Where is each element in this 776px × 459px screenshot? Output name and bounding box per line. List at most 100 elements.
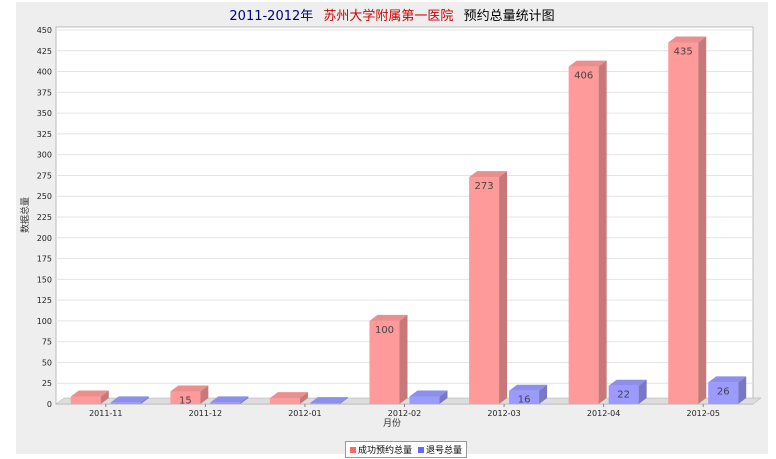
bar-front: [309, 403, 340, 404]
bar-top: [708, 376, 747, 383]
bar: [210, 396, 249, 404]
title-years: 2011-2012年: [229, 9, 313, 24]
legend: 成功预约总量 退号总量: [345, 441, 468, 458]
bar-top: [170, 385, 209, 392]
y-tick-label: 275: [37, 171, 52, 180]
bar-chart: 2011-2012年 苏州大学附属第一医院 预约总量统计图 0 25 50 75 100…: [19, 8, 762, 429]
bar-top: [668, 36, 707, 43]
y-tick-label: 100: [37, 317, 52, 326]
bar-top: [608, 379, 647, 386]
y-tick-label: 75: [42, 338, 52, 347]
y-tick-label: 325: [37, 130, 52, 139]
bar-front: [110, 402, 141, 404]
legend-label-success: 成功预约总量: [358, 446, 413, 456]
chart-title: 2011-2012年 苏州大学附属第一医院 预约总量统计图: [229, 8, 554, 24]
data-label: 15: [179, 396, 192, 407]
x-tick-label: 2011-12: [189, 409, 222, 418]
bar-side: [399, 314, 408, 404]
y-tick-label: 225: [37, 213, 52, 222]
bar-front: [568, 66, 599, 405]
bar: [369, 314, 408, 404]
y-axis-label: 数据总量: [19, 197, 31, 233]
bar-side: [140, 396, 149, 404]
title-suffix: 预约总量统计图: [464, 9, 555, 24]
bar: [70, 390, 109, 404]
chart-frame: 2011-2012年 苏州大学附属第一医院 预约总量统计图 0 25 50 75 100…: [16, 2, 768, 458]
y-tick-label: 375: [37, 88, 52, 97]
legend-item-cancel: 退号总量: [418, 443, 462, 456]
legend-item-success: 成功预约总量: [350, 443, 412, 456]
data-label: 100: [375, 325, 394, 336]
bar: [110, 396, 149, 404]
data-label: 22: [617, 390, 630, 401]
bar: [469, 171, 508, 404]
bar-front: [708, 382, 739, 404]
bar-top: [269, 392, 308, 399]
bar-side: [638, 379, 647, 404]
bar-front: [409, 396, 440, 404]
legend-swatch-success: [350, 446, 356, 453]
bar-side: [100, 390, 109, 404]
title-hospital: 苏州大学附属第一医院: [323, 8, 453, 24]
bar-side: [698, 36, 707, 404]
data-labels: 15 100 273 16 406 22 435 26: [179, 46, 730, 406]
bar-side: [598, 60, 607, 405]
bar-front: [369, 320, 400, 404]
bar: [170, 385, 209, 404]
y-tick-label: 250: [37, 192, 52, 201]
data-label: 406: [574, 71, 593, 82]
y-tick-label: 200: [37, 234, 52, 243]
x-tick-label: 2012-02: [388, 409, 421, 418]
x-tick-label: 2012-04: [587, 409, 620, 418]
bar-side: [200, 385, 209, 404]
bar-front: [608, 385, 639, 404]
bar-front: [469, 177, 500, 404]
x-tick-label: 2012-01: [288, 409, 321, 418]
bar-front: [170, 391, 201, 404]
bar-front: [668, 42, 699, 404]
x-axis-label: 月份: [383, 417, 401, 429]
bar: [409, 390, 448, 404]
bar: [269, 392, 308, 404]
bar-side: [339, 397, 348, 404]
y-tick-label: 25: [42, 379, 52, 388]
bar: [668, 36, 707, 404]
y-axis-ticks: 0 25 50 75 100 125 150 175 200 225 250 275 300 325 350…: [37, 26, 52, 409]
bar-front: [70, 396, 101, 404]
bar-side: [499, 171, 508, 404]
legend-swatch-cancel: [418, 446, 425, 453]
y-tick-label: 0: [47, 400, 52, 409]
y-tick-label: 425: [37, 47, 52, 56]
bar-front: [210, 402, 241, 404]
bar-top: [568, 60, 607, 67]
y-tick-label: 300: [37, 151, 52, 160]
x-tick-label: 2012-05: [686, 409, 719, 418]
x-axis-ticks: 2011-11 2011-12 2012-01 2012-02 2012-03 2012-…: [89, 404, 720, 418]
y-tick-label: 400: [37, 68, 52, 77]
data-label: 273: [475, 181, 494, 192]
bar: [509, 384, 548, 404]
bar-side: [299, 392, 308, 404]
bar-top: [369, 314, 408, 321]
y-tick-label: 175: [37, 255, 52, 264]
bar-top: [210, 396, 249, 403]
y-tick-label: 125: [37, 296, 52, 305]
data-label: 435: [674, 46, 693, 57]
chart-floor: [55, 397, 762, 405]
bars: [70, 36, 747, 405]
bar-top: [110, 396, 149, 403]
bar-front: [509, 390, 540, 404]
bar-side: [539, 384, 548, 404]
bar-side: [240, 396, 249, 404]
bar: [309, 397, 348, 404]
bar-top: [509, 384, 548, 391]
y-tick-label: 50: [42, 358, 52, 367]
bar-top: [409, 390, 448, 397]
y-tick-label: 350: [37, 109, 52, 118]
y-tick-label: 150: [37, 275, 52, 284]
x-tick-label: 2011-11: [89, 409, 122, 418]
y-tick-label: 450: [37, 26, 52, 35]
data-label: 26: [717, 386, 730, 397]
bar-top: [70, 390, 109, 397]
bar-top: [469, 171, 508, 178]
